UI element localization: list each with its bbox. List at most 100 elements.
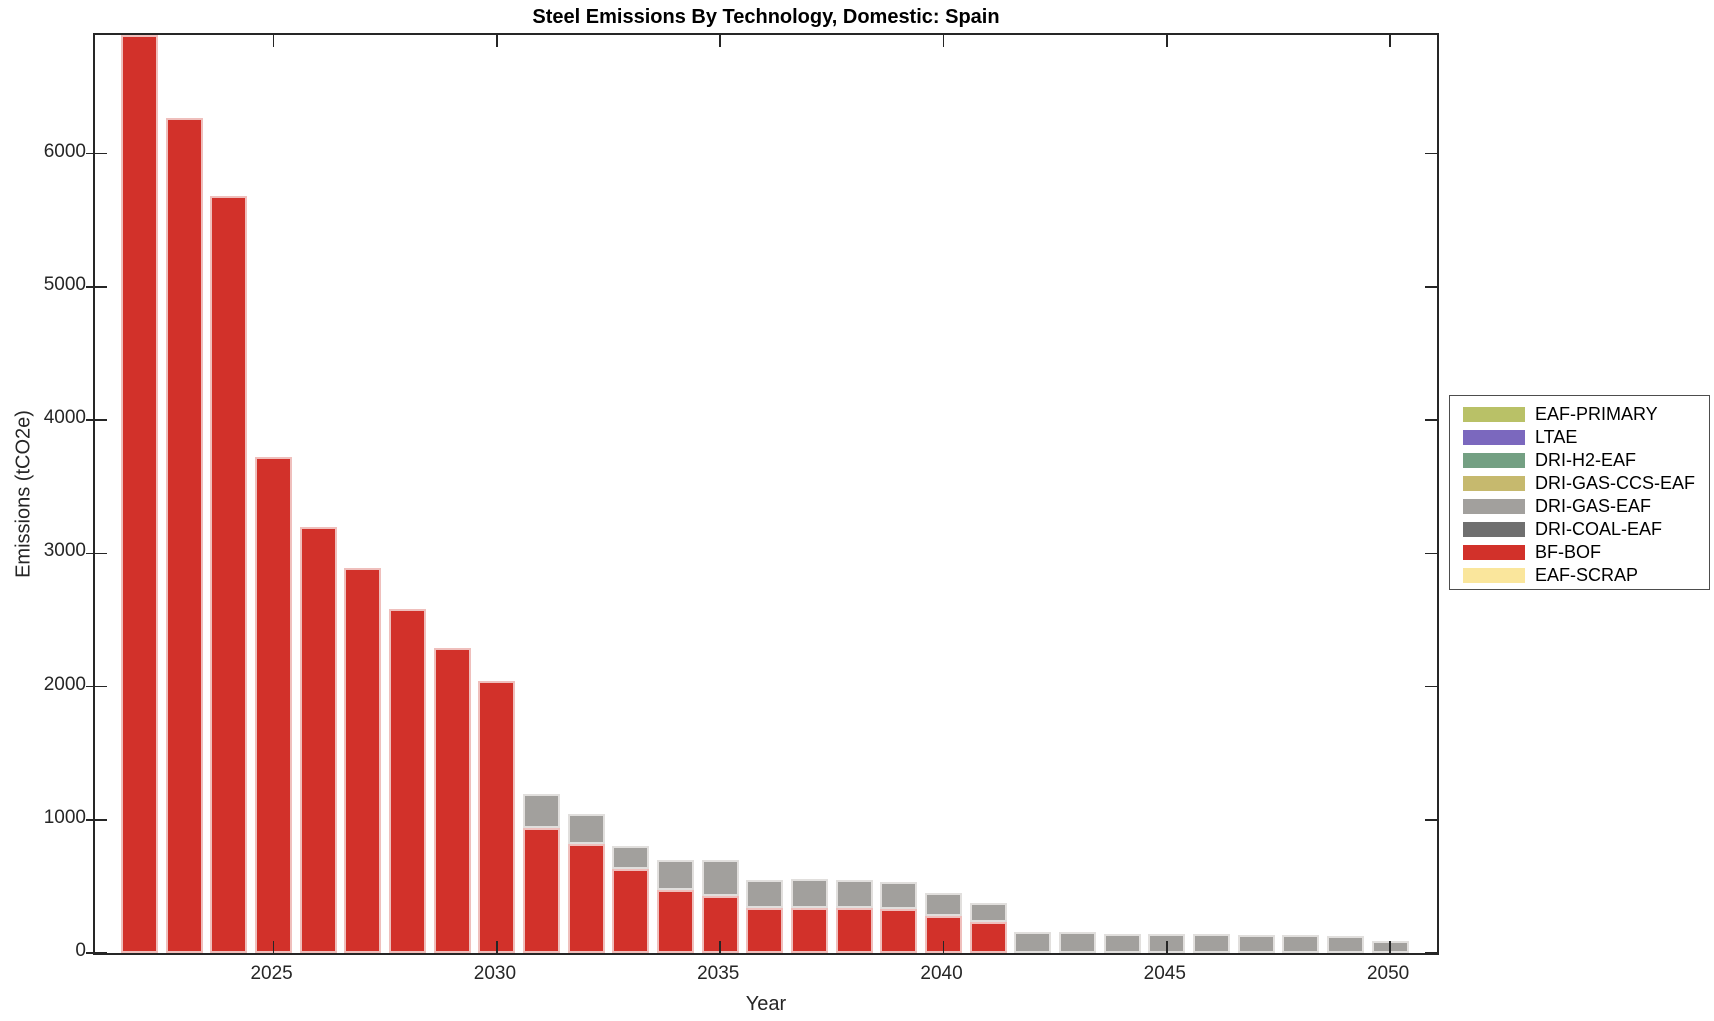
y-tick-left-6000 [86,152,107,155]
y-tick-left-1000 [86,819,107,821]
bar-segment-BF-BOF-2024 [210,196,248,953]
bar-segment-BF-BOF-2023 [165,117,203,953]
legend-label-EAF-PRIMARY: EAF-PRIMARY [1535,404,1658,424]
y-tick-label-1000: 1000 [43,806,86,828]
legend-swatch-LTAE [1463,430,1525,445]
bar-segment-DRI-GAS-EAF-2035 [701,860,739,897]
y-tick-left-5000 [86,286,107,288]
bar-segment-DRI-GAS-EAF-2046 [1192,934,1230,953]
legend-swatch-EAF-SCRAP [1463,568,1525,583]
bar-segment-BF-BOF-2036 [746,907,784,953]
legend-item-BF-BOF: BF-BOF [1463,541,1709,564]
x-tick-bottom-2025 [272,941,275,953]
y-tick-label-0: 0 [75,940,86,961]
x-tick-label-2040: 2040 [920,963,963,984]
legend-item-LTAE: LTAE [1463,426,1709,449]
bar-segment-DRI-GAS-EAF-2039 [880,881,918,910]
legend-item-DRI-COAL-EAF: DRI-COAL-EAF [1463,518,1709,541]
x-axis-label: Year [745,993,787,1015]
bar-segment-BF-BOF-2026 [299,526,337,953]
bar-segment-BF-BOF-2038 [835,907,873,953]
bar-segment-BF-BOF-2029 [433,647,471,953]
x-tick-top-2045 [1166,35,1168,47]
bar-segment-DRI-GAS-EAF-2041 [969,903,1007,923]
y-tick-label-4000: 4000 [43,407,86,429]
bar-segment-DRI-GAS-EAF-2033 [612,845,650,870]
bar-segment-DRI-GAS-EAF-2037 [791,879,829,909]
y-tick-label-3000: 3000 [43,540,86,562]
bar-segment-DRI-GAS-EAF-2047 [1237,935,1275,953]
x-tick-label-2030: 2030 [473,963,517,984]
legend-swatch-DRI-GAS-EAF [1463,499,1525,514]
bar-segment-DRI-GAS-EAF-2043 [1058,932,1096,953]
y-tick-label-6000: 6000 [43,140,86,162]
bar-segment-BF-BOF-2022 [121,35,159,953]
bar-segment-DRI-GAS-EAF-2049 [1326,935,1364,953]
legend-label-BF-BOF: BF-BOF [1535,542,1601,562]
bar-segment-BF-BOF-2025 [255,457,293,953]
bar-segment-BF-BOF-2039 [880,909,918,953]
chart-title: Steel Emissions By Technology, Domestic:… [532,6,1000,28]
legend-item-DRI-H2-EAF: DRI-H2-EAF [1463,449,1709,472]
y-tick-right-3000 [1425,552,1437,555]
bar-segment-DRI-GAS-EAF-2031 [523,794,561,829]
x-tick-bottom-2040 [942,941,945,953]
legend-item-DRI-GAS-EAF: DRI-GAS-EAF [1463,495,1709,518]
legend-box: EAF-PRIMARY LTAE DRI-H2-EAF DRI-GAS-CCS-EAF… [1449,395,1710,590]
bar-segment-DRI-GAS-EAF-2048 [1282,935,1320,953]
bar-segment-DRI-GAS-EAF-2032 [567,814,605,844]
y-tick-left-3000 [86,552,107,555]
x-tick-top-2030 [496,35,498,47]
bar-segment-BF-BOF-2041 [969,922,1007,953]
legend-swatch-BF-BOF [1463,545,1525,560]
y-tick-right-2000 [1425,685,1437,688]
bar-segment-BF-BOF-2028 [389,609,427,953]
x-tick-top-2035 [719,35,721,47]
legend-swatch-EAF-PRIMARY [1463,407,1525,422]
y-tick-right-5000 [1425,286,1437,288]
legend-label-EAF-SCRAP: EAF-SCRAP [1535,565,1639,585]
y-tick-label-2000: 2000 [43,673,86,695]
bar-segment-BF-BOF-2034 [657,889,695,953]
legend-item-DRI-GAS-CCS-EAF: DRI-GAS-CCS-EAF [1463,472,1709,495]
legend-item-EAF-PRIMARY: EAF-PRIMARY [1463,403,1709,426]
x-tick-label-2050: 2050 [1366,963,1410,984]
legend-label-DRI-GAS-EAF: DRI-GAS-EAF [1535,496,1652,516]
legend-label-DRI-H2-EAF: DRI-H2-EAF [1535,450,1637,470]
x-tick-top-2050 [1389,35,1391,47]
x-tick-label-2045: 2045 [1143,963,1186,984]
bar-segment-BF-BOF-2037 [791,908,829,953]
bar-segment-DRI-GAS-EAF-2038 [835,879,873,908]
bar-segment-DRI-GAS-EAF-2034 [657,860,695,890]
y-tick-right-6000 [1425,152,1437,155]
bar-segment-BF-BOF-2030 [478,680,516,953]
legend-label-LTAE: LTAE [1535,427,1578,447]
bar-segment-BF-BOF-2033 [612,869,650,953]
x-tick-bottom-2050 [1389,941,1391,953]
x-tick-label-2035: 2035 [697,963,740,984]
bar-segment-BF-BOF-2032 [567,843,605,953]
y-tick-left-0 [86,952,107,954]
x-tick-top-2025 [272,35,275,47]
x-tick-bottom-2045 [1166,941,1168,953]
plot-area [86,33,1439,955]
x-tick-label-2025: 2025 [250,963,293,984]
y-tick-left-2000 [86,685,107,688]
bar-segment-DRI-GAS-EAF-2042 [1014,931,1052,953]
legend-label-DRI-GAS-CCS-EAF: DRI-GAS-CCS-EAF [1535,473,1696,493]
x-tick-bottom-2030 [496,941,498,953]
y-tick-right-1000 [1425,819,1437,821]
legend-item-EAF-SCRAP: EAF-SCRAP [1463,564,1709,587]
x-tick-top-2040 [942,35,945,47]
x-tick-bottom-2035 [719,941,721,953]
legend-swatch-DRI-H2-EAF [1463,453,1525,468]
y-tick-right-0 [1425,952,1437,954]
bar-segment-DRI-GAS-EAF-2044 [1103,934,1141,953]
legend-swatch-DRI-GAS-CCS-EAF [1463,476,1525,491]
bar-segment-BF-BOF-2031 [523,828,561,953]
y-tick-right-4000 [1425,419,1437,421]
y-tick-label-5000: 5000 [43,273,86,295]
bar-segment-DRI-GAS-EAF-2040 [925,893,963,917]
bar-segment-DRI-GAS-EAF-2036 [746,879,784,908]
